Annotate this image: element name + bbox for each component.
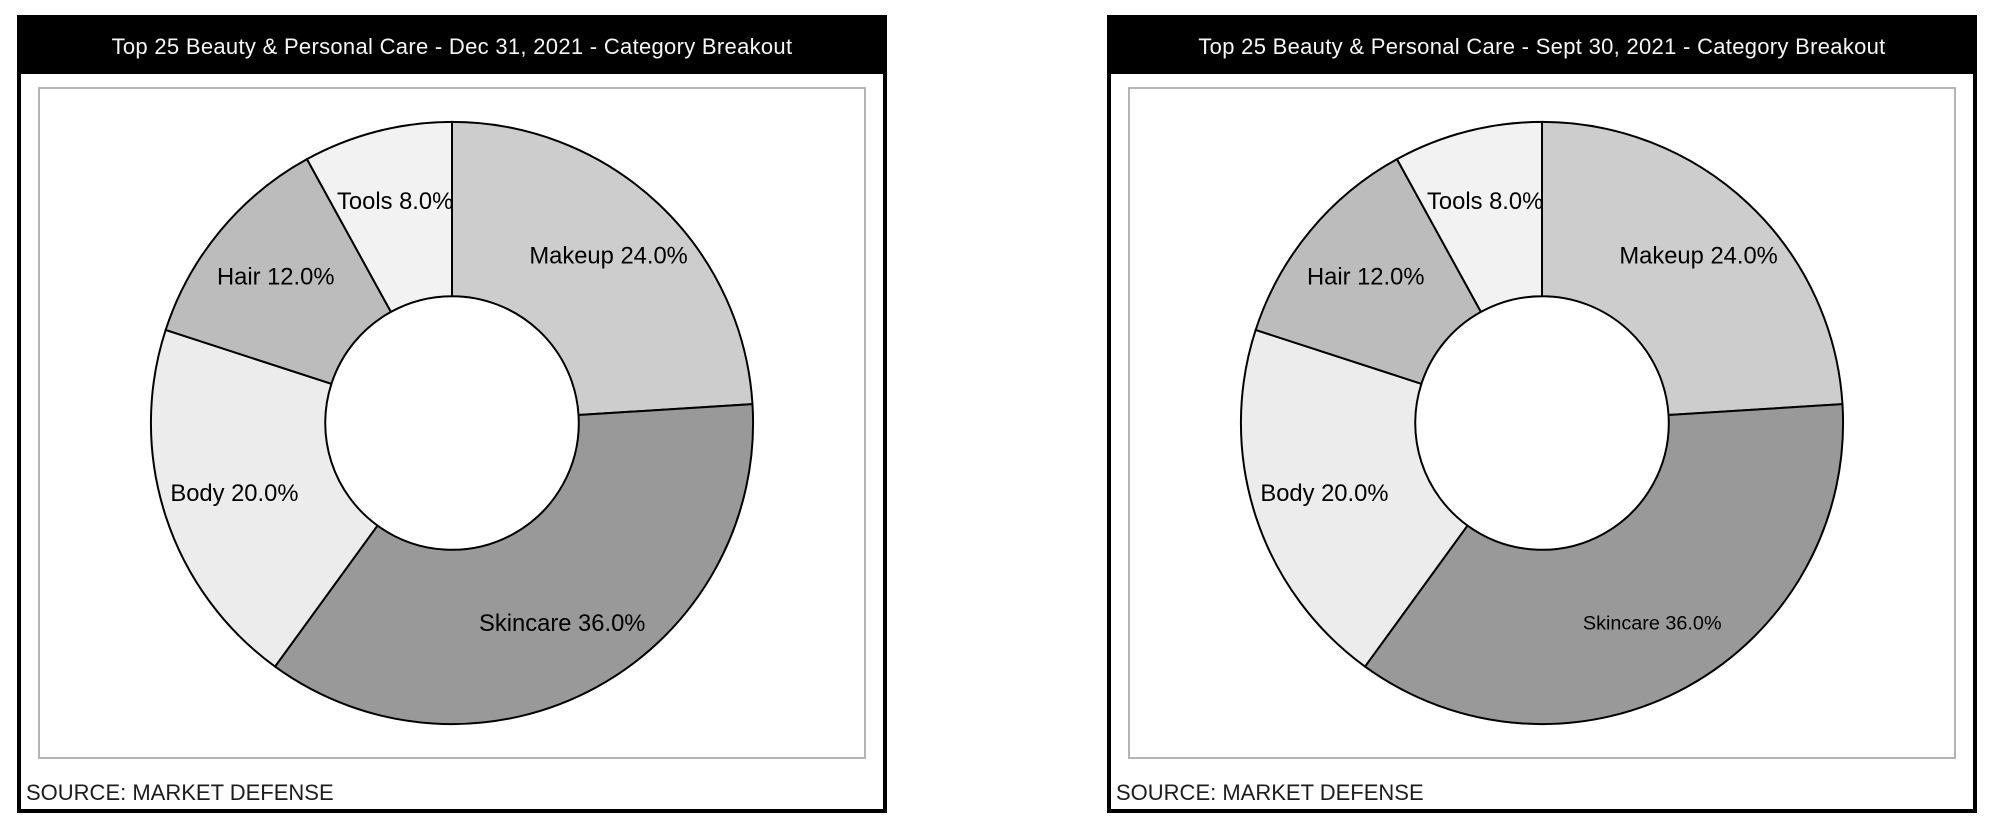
slice-label-hair: Hair 12.0% (217, 264, 335, 291)
source-note: SOURCE: MARKET DEFENSE (26, 780, 334, 805)
donut-slice-hair (1254, 158, 1482, 385)
donut-slice-body (149, 328, 379, 668)
report-panel-sept-30: Top 25 Beauty & Personal Care - Sept 30,… (1107, 15, 1977, 813)
donut-chart-dec-31: Makeup 24.0% Skincare 36.0% Body 20.0% Hair… (38, 87, 866, 759)
slice-label-makeup: Makeup 24.0% (1619, 243, 1777, 270)
chart-title: Top 25 Beauty & Personal Care - Sept 30,… (1198, 33, 1886, 59)
donut-chart-svg: Makeup 24.0% Skincare 36.0% Body 20.0% Hair… (149, 120, 755, 726)
slice-label-body: Body 20.0% (1260, 480, 1388, 507)
slice-label-tools: Tools 8.0% (1427, 188, 1543, 215)
donut-slice-tools (1395, 120, 1543, 313)
slice-label-skincare: Skincare 36.0% (479, 610, 645, 637)
donut-slice-makeup (451, 120, 754, 417)
slice-label-makeup: Makeup 24.0% (529, 243, 687, 270)
source-note: SOURCE: MARKET DEFENSE (1116, 780, 1424, 805)
donut-slice-skincare (1364, 403, 1845, 726)
donut-slice-skincare (274, 403, 755, 726)
slice-label-hair: Hair 12.0% (1307, 264, 1425, 291)
chart-title-bar: Top 25 Beauty & Personal Care - Dec 31, … (21, 19, 883, 74)
chart-title-bar: Top 25 Beauty & Personal Care - Sept 30,… (1111, 19, 1973, 74)
donut-slice-body (1239, 328, 1469, 668)
chart-title: Top 25 Beauty & Personal Care - Dec 31, … (111, 33, 793, 59)
slice-label-body: Body 20.0% (170, 480, 298, 507)
donut-slice-tools (305, 120, 453, 313)
report-panel-dec-31: Top 25 Beauty & Personal Care - Dec 31, … (17, 15, 887, 813)
donut-chart-svg: Makeup 24.0% Skincare 36.0% Body 20.0% Hair… (1239, 120, 1845, 726)
donut-slice-hair (164, 158, 392, 385)
donut-chart-sept-30: Makeup 24.0% Skincare 36.0% Body 20.0% Hair… (1128, 87, 1956, 759)
slice-label-skincare: Skincare 36.0% (1583, 612, 1722, 634)
donut-slice-makeup (1541, 120, 1844, 417)
slice-label-tools: Tools 8.0% (337, 188, 453, 215)
